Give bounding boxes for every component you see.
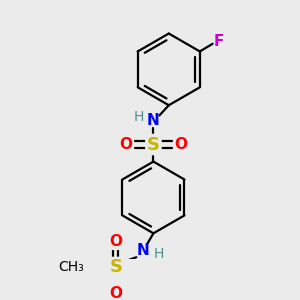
Text: S: S [109,259,122,277]
Text: O: O [109,234,122,249]
Text: F: F [213,34,224,49]
Text: O: O [120,137,133,152]
Text: O: O [109,286,122,300]
Text: O: O [174,137,187,152]
Text: H: H [134,110,144,124]
Text: H: H [153,247,164,261]
Text: CH₃: CH₃ [58,260,84,274]
Text: S: S [147,136,160,154]
Text: N: N [137,243,149,258]
Text: N: N [147,113,160,128]
